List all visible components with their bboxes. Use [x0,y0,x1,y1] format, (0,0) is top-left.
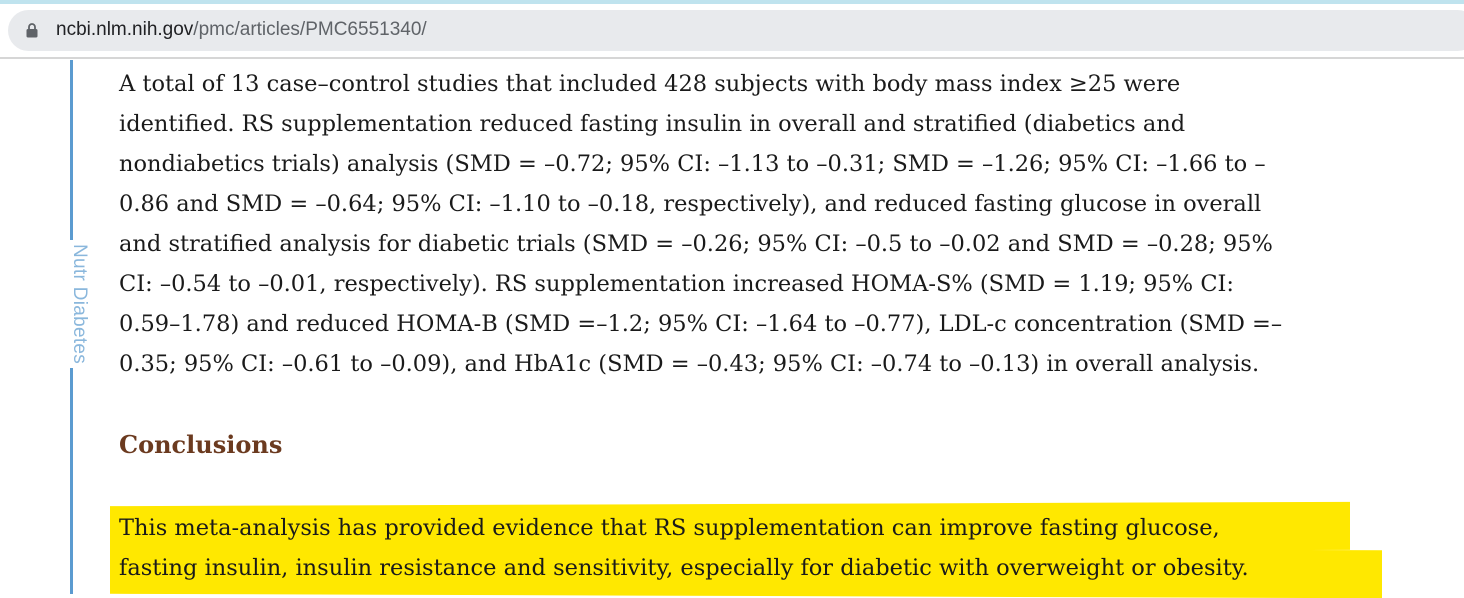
conclusions-line: fasting insulin, insulin resistance and … [119,555,1249,581]
results-line: 0.59–1.78) and reduced HOMA-B (SMD =–1.2… [119,311,1283,337]
results-line: identified. RS supplementation reduced f… [119,111,1186,137]
journal-side-label[interactable]: Nutr Diabetes [69,244,90,365]
browser-top-accent [0,0,1464,4]
conclusions-highlighted-block: This meta-analysis has provided evidence… [110,501,1382,598]
url-host: ncbi.nlm.nih.gov [56,19,194,40]
url-path: /pmc/articles/PMC6551340/ [193,19,427,40]
side-line-upper [70,60,73,240]
toolbar-divider [0,57,1464,59]
conclusions-paragraph: This meta-analysis has provided evidence… [119,508,1249,588]
lock-icon [26,23,38,38]
results-line: CI: –0.54 to –0.01, respectively). RS su… [119,271,1235,297]
side-line-lower [70,368,73,594]
results-line: and stratified analysis for diabetic tri… [119,231,1273,257]
journal-side-strip [70,60,74,594]
conclusions-heading: Conclusions [119,430,283,459]
results-paragraph: A total of 13 case–control studies that … [119,64,1419,384]
conclusions-line: This meta-analysis has provided evidence… [119,515,1220,541]
url-text[interactable]: ncbi.nlm.nih.gov/pmc/articles/PMC6551340… [56,17,427,43]
results-line: A total of 13 case–control studies that … [119,71,1181,97]
address-bar[interactable] [8,10,1464,51]
results-line: 0.86 and SMD = –0.64; 95% CI: –1.10 to –… [119,191,1262,217]
results-line: nondiabetics trials) analysis (SMD = –0.… [119,151,1266,177]
results-line: 0.35; 95% CI: –0.61 to –0.09), and HbA1c… [119,351,1260,377]
abstract-results: A total of 13 case–control studies that … [119,64,1419,384]
